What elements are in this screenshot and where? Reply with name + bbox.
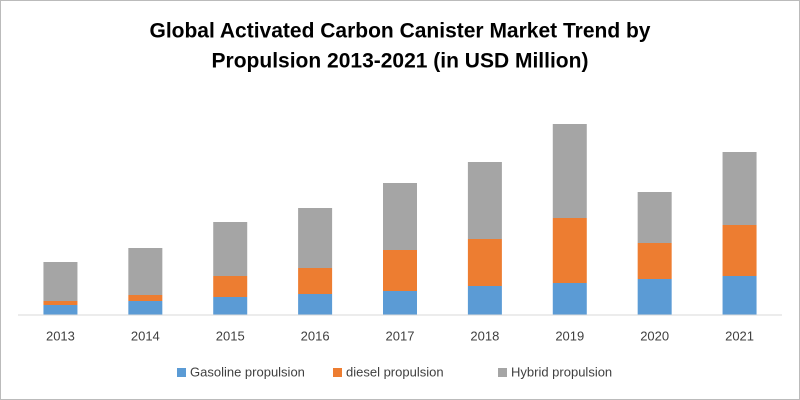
bar-segment bbox=[552, 218, 587, 283]
bar-segment bbox=[298, 208, 333, 268]
x-tick-label: 2019 bbox=[555, 328, 584, 343]
bar-segment bbox=[467, 286, 502, 315]
chart-title: Global Activated Carbon Canister Market … bbox=[149, 20, 650, 43]
x-tick-label: 2018 bbox=[470, 328, 499, 343]
bar-segment bbox=[213, 297, 248, 315]
bar-segment bbox=[637, 243, 672, 279]
chart-title: Propulsion 2013-2021 (in USD Million) bbox=[212, 50, 589, 73]
x-tick-label: 2016 bbox=[301, 328, 330, 343]
bar-segment bbox=[722, 152, 757, 225]
bar-segment bbox=[128, 248, 163, 295]
bar-segment bbox=[383, 291, 417, 315]
legend-swatch bbox=[333, 368, 342, 377]
bar-segment bbox=[43, 301, 78, 305]
bar-segment bbox=[552, 283, 587, 315]
legend-label: diesel propulsion bbox=[346, 364, 444, 379]
legend-swatch bbox=[498, 368, 507, 377]
bar-segment bbox=[298, 268, 333, 294]
bar-segment bbox=[467, 162, 502, 239]
bar-segment bbox=[467, 239, 502, 286]
bar-segment bbox=[383, 183, 417, 250]
legend-swatch bbox=[177, 368, 186, 377]
x-tick-label: 2017 bbox=[386, 328, 415, 343]
x-tick-label: 2020 bbox=[640, 328, 669, 343]
bar-segment bbox=[43, 262, 78, 301]
x-tick-label: 2013 bbox=[46, 328, 75, 343]
bar-segment bbox=[128, 295, 163, 301]
legend-label: Hybrid propulsion bbox=[511, 364, 612, 379]
bar-segment bbox=[128, 301, 163, 315]
bar-segment bbox=[213, 276, 248, 297]
bar-segment bbox=[43, 305, 78, 315]
bar-segment bbox=[722, 225, 757, 276]
bar-segment bbox=[637, 279, 672, 315]
x-tick-label: 2021 bbox=[725, 328, 754, 343]
bar-segment bbox=[722, 276, 757, 315]
x-tick-label: 2014 bbox=[131, 328, 160, 343]
x-tick-label: 2015 bbox=[216, 328, 245, 343]
bar-segment bbox=[552, 124, 587, 218]
bar-segment bbox=[383, 250, 417, 291]
bar-segment bbox=[213, 222, 248, 276]
bar-segment bbox=[298, 294, 333, 315]
legend-label: Gasoline propulsion bbox=[190, 364, 305, 379]
bar-segment bbox=[637, 192, 672, 243]
